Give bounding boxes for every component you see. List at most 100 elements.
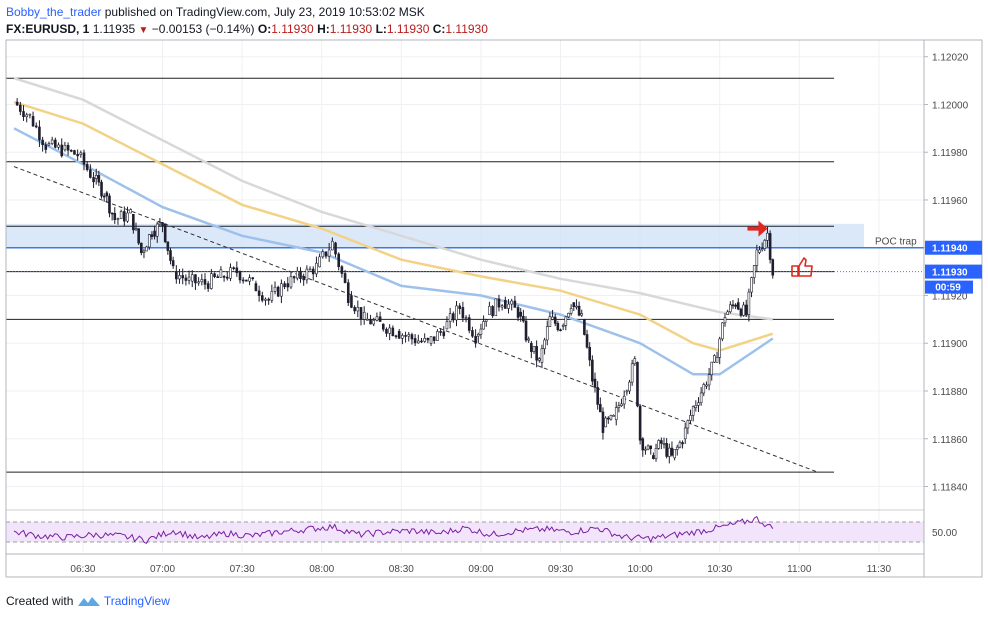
candle-body <box>641 438 645 451</box>
candle-body <box>350 295 353 308</box>
candle-body <box>108 195 111 214</box>
candle-body <box>736 302 740 310</box>
candle-body <box>686 420 690 429</box>
open-value: 1.11930 <box>271 22 314 36</box>
candle-body <box>491 306 494 317</box>
last-price: 1.11935 <box>92 22 136 36</box>
candle-body <box>715 357 719 363</box>
candle-body <box>391 327 395 337</box>
candle-body <box>276 286 280 297</box>
created-with-text: Created with <box>6 594 74 608</box>
candle-body <box>527 338 530 341</box>
chart-header: Bobby_the_trader published on TradingVie… <box>6 4 488 39</box>
candle-body <box>484 319 488 322</box>
candle-body <box>184 277 188 281</box>
candle-body <box>510 300 513 305</box>
axes: 1.11840 1.11860 1.11880 1.11900 1.11920 1.119… <box>5 39 983 578</box>
candle-body <box>569 308 573 314</box>
candle-body <box>596 387 599 405</box>
tradingview-brand[interactable]: TradingView <box>103 594 170 608</box>
trendline[interactable] <box>13 166 819 473</box>
candle-body <box>599 404 602 413</box>
candle-body <box>388 327 391 334</box>
candle-body <box>132 214 135 231</box>
header-line-1: Bobby_the_trader published on TradingVie… <box>6 4 488 21</box>
candle-body <box>744 304 748 316</box>
x-tick-label-5: 09:00 <box>468 564 493 575</box>
candle-body <box>331 241 334 251</box>
candle-body <box>768 233 772 260</box>
candle-body <box>551 316 554 320</box>
candle-body <box>702 384 706 394</box>
candle-body <box>206 283 210 289</box>
candle-body <box>729 304 732 313</box>
y-tick-label-8: 1.12000 <box>932 100 969 111</box>
candle-body <box>47 143 51 146</box>
candle-body <box>497 298 501 308</box>
candle-body <box>429 336 433 344</box>
moving-average-1 <box>13 100 774 352</box>
candle-body <box>219 269 223 278</box>
candle-body <box>540 348 544 363</box>
candle-body <box>94 175 98 179</box>
candle-body <box>175 271 178 280</box>
candle-body <box>530 342 533 352</box>
candle-body <box>516 307 520 318</box>
candle-body <box>476 334 480 337</box>
candle-body <box>119 211 123 219</box>
candle-body <box>334 242 337 255</box>
candle-body <box>734 304 737 307</box>
candle-body <box>567 312 570 318</box>
candle-body <box>158 222 162 225</box>
y-tick-label-4: 1.11920 <box>932 291 968 302</box>
candle-body <box>580 313 584 316</box>
candle-body <box>564 316 568 326</box>
y-tick-label-1: 1.11860 <box>932 435 968 446</box>
candle-body <box>628 381 631 392</box>
candle-body <box>150 234 154 237</box>
candle-body <box>479 328 483 335</box>
candle-body <box>452 313 455 321</box>
y-tick-label-2: 1.11880 <box>932 387 968 398</box>
candle-body <box>691 406 695 416</box>
candle-body <box>710 361 714 376</box>
candle-body <box>758 249 761 253</box>
candle-body <box>665 443 668 457</box>
candle-body <box>54 139 57 148</box>
candle-body <box>197 281 200 284</box>
poc-zone-group <box>6 223 864 248</box>
candle-body <box>34 125 38 128</box>
candle-body <box>524 320 528 341</box>
candle-body <box>147 234 151 248</box>
candle-body <box>66 144 70 151</box>
candle-body <box>699 392 703 404</box>
candle-body <box>270 291 274 301</box>
candle-body <box>280 283 283 297</box>
candle-body <box>593 378 597 388</box>
candle-body <box>630 363 634 383</box>
candle-body <box>464 317 468 319</box>
candle-body <box>455 305 458 321</box>
author-link[interactable]: Bobby_the_trader <box>6 5 102 19</box>
candle-body <box>707 374 711 386</box>
candle-body <box>327 249 331 257</box>
candle-body <box>426 337 430 341</box>
candle-body <box>591 359 594 382</box>
x-tick-label-9: 11:00 <box>787 564 812 575</box>
close-label: C: <box>432 22 446 36</box>
candle-body <box>678 442 682 448</box>
candle-body <box>140 242 143 253</box>
symbol-label: FX:EURUSD, 1 <box>6 22 90 36</box>
moving-average-2 <box>13 127 774 376</box>
candle-body <box>25 114 28 118</box>
candle-body <box>636 362 639 407</box>
price-tag-label-0: 1.11940 <box>932 244 968 255</box>
candle-body <box>238 271 242 281</box>
y-tick-label-9: 1.12020 <box>932 53 969 64</box>
chart-grid <box>6 40 924 552</box>
candle-body <box>257 290 261 296</box>
candle-body <box>577 305 581 316</box>
candle-body <box>63 144 67 151</box>
candle-body <box>41 139 44 146</box>
